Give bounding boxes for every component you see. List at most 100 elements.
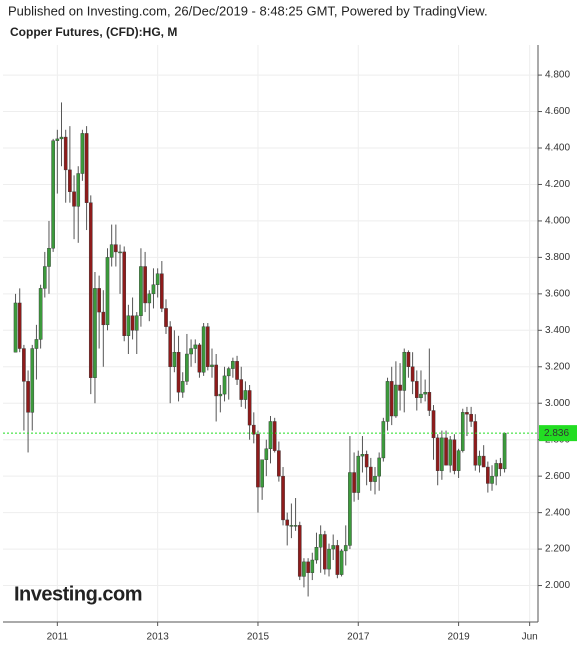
candle-body bbox=[297, 525, 302, 577]
y-tick-label: 4.800 bbox=[545, 70, 570, 81]
candle-body bbox=[498, 463, 503, 470]
candle-body bbox=[502, 432, 507, 470]
candle-body bbox=[323, 534, 327, 570]
candle-body bbox=[435, 437, 440, 471]
candle-body bbox=[147, 293, 152, 304]
candle-body bbox=[423, 392, 427, 395]
candle-body bbox=[13, 302, 18, 353]
candle-body bbox=[231, 361, 235, 369]
candle-body bbox=[339, 550, 344, 575]
candle-body bbox=[155, 273, 160, 285]
candle-body bbox=[218, 393, 223, 397]
candle-body bbox=[206, 326, 210, 367]
candle-body bbox=[72, 191, 76, 207]
candle-body bbox=[197, 344, 202, 373]
candle-body bbox=[277, 450, 281, 477]
candles bbox=[13, 102, 507, 597]
candle-body bbox=[30, 348, 35, 413]
candle-body bbox=[481, 455, 486, 468]
candle-body bbox=[465, 412, 469, 415]
y-tick-label: 3.800 bbox=[545, 252, 570, 263]
candle-body bbox=[327, 548, 331, 570]
x-tick-label: 2017 bbox=[347, 632, 370, 643]
candle-body bbox=[360, 454, 365, 457]
candle-body bbox=[268, 421, 273, 450]
candle-body bbox=[402, 351, 407, 391]
y-tick-label: 4.600 bbox=[545, 106, 570, 117]
candle-body bbox=[460, 412, 465, 451]
candle-body bbox=[143, 266, 147, 304]
candle-body bbox=[243, 390, 248, 400]
candle-body bbox=[306, 561, 310, 573]
candle-body bbox=[68, 169, 72, 192]
candle-body bbox=[331, 545, 335, 550]
candle-body bbox=[293, 525, 298, 527]
candle-body bbox=[172, 351, 177, 367]
candle-body bbox=[377, 457, 381, 477]
candle-body bbox=[185, 353, 189, 382]
candle-body bbox=[490, 475, 494, 484]
x-tick-label: 2011 bbox=[47, 632, 69, 643]
y-tick-label: 3.400 bbox=[545, 325, 570, 336]
y-tick-label: 2.200 bbox=[545, 544, 570, 555]
candle-body bbox=[47, 248, 51, 267]
candle-body bbox=[109, 244, 114, 258]
candle-body bbox=[17, 302, 22, 349]
x-tick-label: 2013 bbox=[147, 632, 170, 643]
candle-body bbox=[260, 459, 264, 488]
candle-body bbox=[93, 288, 97, 378]
candle-body bbox=[343, 545, 348, 552]
candle-body bbox=[369, 466, 373, 482]
candle-body bbox=[452, 439, 457, 471]
candle-body bbox=[477, 455, 482, 466]
candle-body bbox=[189, 348, 193, 355]
candle-body bbox=[272, 421, 277, 451]
candle-body bbox=[210, 364, 214, 367]
candle-body bbox=[427, 392, 432, 411]
candle-body bbox=[97, 288, 101, 313]
candle-body bbox=[130, 315, 135, 331]
last-price-tag bbox=[539, 425, 577, 442]
candle-body bbox=[26, 381, 30, 413]
y-tick-label: 4.200 bbox=[545, 179, 570, 190]
candle-body bbox=[22, 348, 26, 382]
candle-body bbox=[126, 315, 131, 336]
candle-body bbox=[394, 384, 398, 417]
candle-body bbox=[473, 421, 478, 466]
candle-body bbox=[34, 339, 39, 349]
candle-body bbox=[176, 351, 181, 393]
candle-body bbox=[180, 381, 185, 393]
candle-body bbox=[122, 251, 127, 336]
x-tick-label: 2019 bbox=[447, 632, 470, 643]
y-tick-label: 2.000 bbox=[545, 580, 570, 591]
header: Published on Investing.com, 26/Dec/2019 … bbox=[8, 3, 488, 18]
candle-body bbox=[352, 472, 356, 493]
candle-body bbox=[419, 393, 423, 398]
candle-body bbox=[251, 424, 256, 435]
last-price-label: 2.836 bbox=[544, 428, 569, 439]
watermark: Investing.com bbox=[14, 583, 142, 605]
x-tick-label: 2015 bbox=[247, 632, 270, 643]
y-tick-label: 4.400 bbox=[545, 143, 570, 154]
candle-body bbox=[314, 547, 319, 561]
candle-body bbox=[88, 202, 93, 378]
candle-body bbox=[414, 381, 419, 398]
candle-body bbox=[101, 311, 106, 326]
candle-body bbox=[302, 561, 306, 577]
candle-body bbox=[256, 434, 260, 488]
y-tick-label: 3.600 bbox=[545, 288, 570, 299]
candle-body bbox=[289, 525, 294, 527]
candle-body bbox=[389, 381, 394, 417]
y-tick-label: 3.000 bbox=[545, 398, 570, 409]
y-tick-label: 2.600 bbox=[545, 471, 570, 482]
candle-body bbox=[118, 251, 122, 254]
candle-body bbox=[84, 133, 89, 203]
candle-body bbox=[51, 140, 55, 249]
candle-body bbox=[410, 366, 415, 382]
candle-body bbox=[364, 454, 369, 468]
candle-body bbox=[494, 463, 499, 477]
candle-body bbox=[222, 375, 227, 395]
candle-body bbox=[139, 266, 143, 316]
candle-body bbox=[235, 361, 239, 380]
